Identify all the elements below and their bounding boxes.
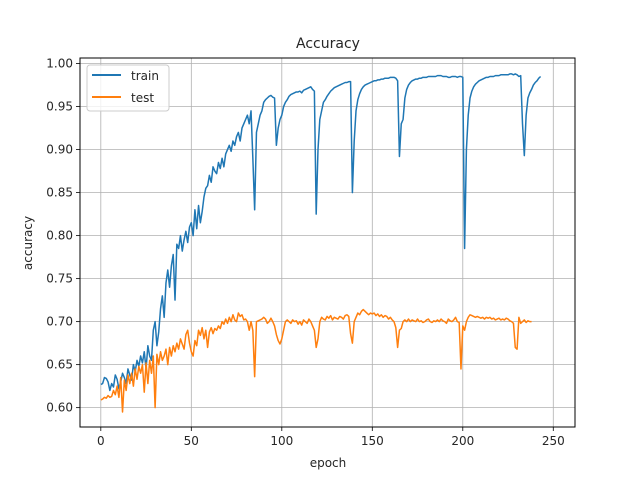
series-layer [100,73,542,413]
legend-test-label: test [131,91,154,105]
legend-box [86,64,170,112]
legend: train test [86,64,170,112]
y-tick-label: 0.80 [46,229,73,243]
x-tick-label: 0 [97,434,105,448]
y-tick-label: 0.90 [46,143,73,157]
legend-train-label: train [131,69,159,83]
axes-frame [79,57,576,428]
x-tick-label: 100 [270,434,293,448]
grid-lines [80,58,575,427]
series-line-train [100,73,542,392]
x-tick-label: 50 [184,434,199,448]
y-tick-label: 0.75 [46,272,73,286]
y-tick-label: 0.70 [46,315,73,329]
x-axis: 0 50 100 150 200 250 [97,427,565,448]
series-line-test [100,308,532,413]
y-tick-label: 0.95 [46,100,73,114]
y-tick-label: 1.00 [46,57,73,71]
y-tick-label: 0.85 [46,186,73,200]
x-tick-label: 150 [361,434,384,448]
x-axis-label: epoch [310,456,347,470]
chart-title: Accuracy [296,36,360,52]
x-tick-label: 200 [451,434,474,448]
y-axis-label: accuracy [21,216,35,270]
y-tick-label: 0.65 [46,358,73,372]
x-tick-label: 250 [542,434,565,448]
y-tick-label: 0.60 [46,401,73,415]
y-axis: 0.60 0.65 0.70 0.75 0.80 0.85 0.90 0.95 1.00 [46,57,80,415]
